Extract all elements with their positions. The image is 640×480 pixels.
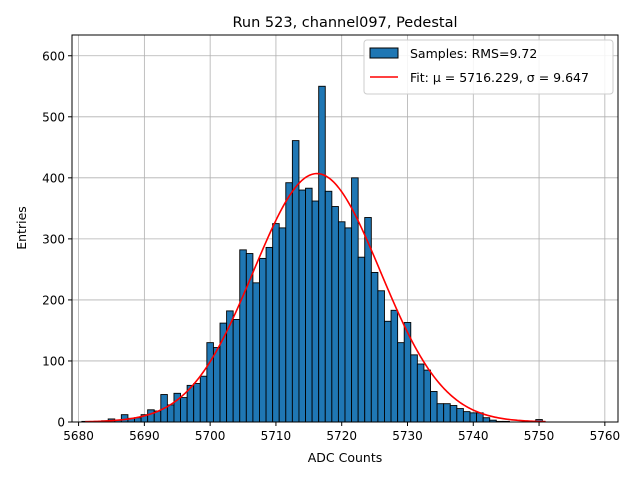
y-tick-label: 200 bbox=[42, 293, 65, 307]
histogram-bar bbox=[120, 414, 129, 423]
plot-frame bbox=[71, 34, 619, 423]
legend: Samples: RMS=9.72 Fit: μ = 5716.229, σ =… bbox=[363, 39, 614, 95]
histogram-bar bbox=[226, 310, 234, 423]
histogram-bar bbox=[377, 290, 385, 423]
y-tick-label: 400 bbox=[42, 171, 65, 185]
histogram-bar bbox=[259, 257, 267, 423]
histogram-bar bbox=[305, 187, 313, 423]
y-axis-ticks: 0 100 200 300 400 500 600 bbox=[42, 49, 72, 430]
histogram-bar bbox=[311, 200, 320, 423]
histogram-bar bbox=[147, 409, 155, 423]
histogram-bar bbox=[456, 408, 464, 423]
x-tick-label: 5720 bbox=[326, 429, 357, 443]
x-tick-label: 5710 bbox=[261, 429, 292, 443]
legend-fit-label: Fit: μ = 5716.229, σ = 9.647 bbox=[410, 70, 589, 85]
gaussian-fit-curve bbox=[85, 172, 546, 423]
x-axis-label: ADC Counts bbox=[308, 450, 383, 465]
y-tick-label: 500 bbox=[42, 110, 65, 124]
histogram-bar bbox=[384, 320, 392, 423]
histogram-bar bbox=[337, 221, 346, 423]
histogram-bar bbox=[206, 342, 214, 423]
x-tick-label: 5760 bbox=[590, 429, 621, 443]
legend-samples-label: Samples: RMS=9.72 bbox=[410, 46, 537, 61]
y-tick-label: 600 bbox=[42, 49, 65, 63]
x-tick-label: 5750 bbox=[524, 429, 555, 443]
histogram-bar bbox=[357, 256, 366, 423]
histogram-bar bbox=[232, 319, 241, 423]
histogram-bar bbox=[166, 404, 175, 423]
legend-samples-swatch bbox=[369, 47, 399, 59]
histogram-bar bbox=[469, 412, 478, 423]
histogram-bar bbox=[331, 206, 339, 423]
y-tick-label: 100 bbox=[42, 354, 65, 368]
histogram-bar bbox=[443, 403, 451, 423]
histogram-bar bbox=[212, 347, 221, 423]
histogram-bar bbox=[265, 246, 274, 423]
histogram-bar bbox=[318, 85, 326, 423]
legend-box bbox=[363, 39, 614, 95]
x-tick-label: 5690 bbox=[129, 429, 160, 443]
chart-title: Run 523, channel097, Pedestal bbox=[232, 15, 457, 31]
histogram-bar bbox=[298, 189, 306, 423]
x-tick-label: 5700 bbox=[195, 429, 226, 443]
histogram-bar bbox=[449, 405, 458, 423]
histogram-bar bbox=[370, 271, 379, 423]
histogram-bar bbox=[291, 140, 300, 423]
histogram-bar bbox=[410, 354, 418, 423]
y-tick-label: 0 bbox=[57, 416, 65, 430]
fit-curve-layer bbox=[85, 172, 546, 423]
x-tick-label: 5680 bbox=[63, 429, 94, 443]
histogram-bar bbox=[285, 182, 293, 423]
histogram-bar bbox=[397, 342, 405, 423]
histogram-bar bbox=[423, 369, 431, 423]
histogram-bar bbox=[324, 190, 333, 423]
histogram-bar bbox=[436, 403, 445, 423]
histogram-bar bbox=[344, 227, 353, 423]
histogram-bar bbox=[193, 383, 201, 423]
x-tick-label: 5740 bbox=[458, 429, 489, 443]
histogram-bar bbox=[272, 223, 280, 423]
x-axis-ticks: 5680 5690 5700 5710 5720 5730 5740 5750 5760 bbox=[63, 422, 620, 443]
y-axis-label: Entries bbox=[14, 206, 29, 250]
histogram-bar bbox=[390, 309, 399, 423]
histogram-bars bbox=[81, 85, 543, 423]
histogram-bar bbox=[199, 375, 208, 423]
histogram-bar bbox=[278, 227, 287, 423]
histogram-bar bbox=[252, 282, 260, 423]
histogram-bar bbox=[180, 397, 188, 423]
histogram-bar bbox=[239, 249, 247, 423]
x-tick-label: 5730 bbox=[392, 429, 423, 443]
histogram-bar bbox=[416, 363, 425, 423]
histogram-bar bbox=[462, 411, 471, 423]
histogram-bar bbox=[430, 391, 438, 423]
y-tick-label: 300 bbox=[42, 232, 65, 246]
histogram-bar bbox=[482, 417, 491, 423]
